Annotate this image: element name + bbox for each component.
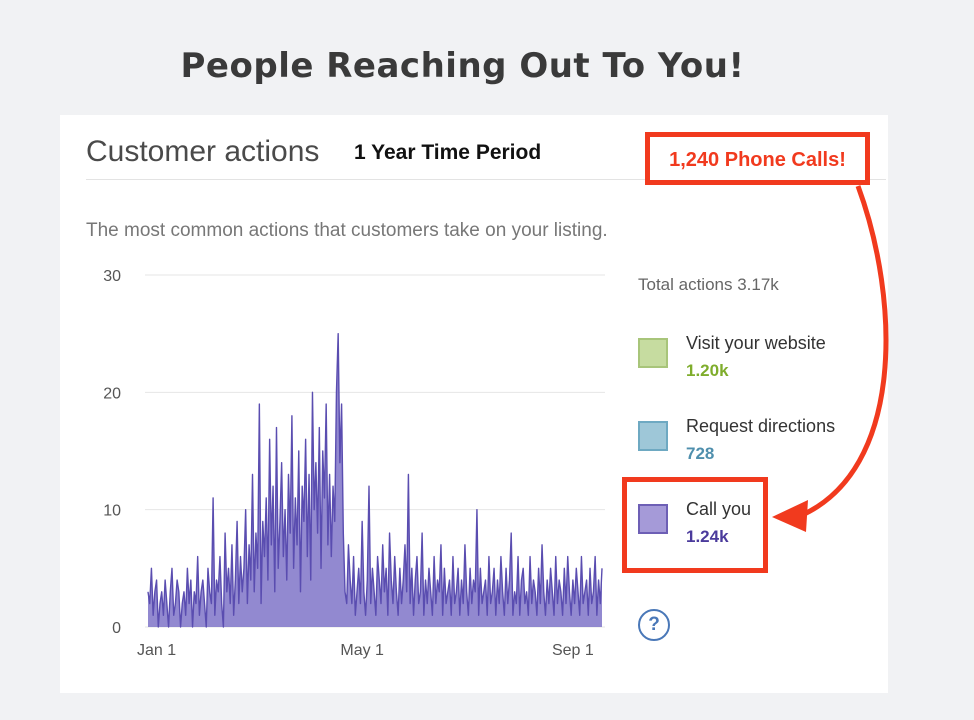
y-tick-label: 0 bbox=[112, 620, 121, 637]
x-tick-label: May 1 bbox=[340, 642, 384, 659]
legend-value: 1.20k bbox=[686, 361, 729, 380]
total-actions: Total actions 3.17k bbox=[638, 275, 779, 294]
callout-text: 1,240 Phone Calls! bbox=[669, 149, 846, 171]
question-icon[interactable]: ? bbox=[638, 609, 670, 641]
legend-value: 728 bbox=[686, 444, 715, 463]
time-period-label: 1 Year Time Period bbox=[354, 141, 542, 164]
series-line bbox=[147, 332, 603, 628]
phone-calls-callout: 1,240 Phone Calls! bbox=[645, 132, 870, 185]
card-subtitle: The most common actions that customers t… bbox=[86, 220, 608, 241]
header-divider bbox=[86, 179, 886, 180]
slide-title: People Reaching Out To You! bbox=[180, 46, 745, 86]
y-tick-label: 10 bbox=[103, 503, 121, 520]
legend-swatch-calls bbox=[638, 504, 668, 534]
y-tick-label: 20 bbox=[103, 385, 121, 402]
legend-swatch-directions bbox=[638, 421, 668, 451]
legend-label: Call you bbox=[686, 499, 752, 519]
x-tick-label: Sep 1 bbox=[552, 642, 594, 659]
legend-label: Visit your website bbox=[686, 333, 826, 353]
card-heading: Customer actions bbox=[86, 135, 320, 168]
y-tick-label: 30 bbox=[103, 268, 121, 285]
customer-actions-chart: 0 10 20 30 Jan 1 May 1 Sep 1 bbox=[103, 268, 605, 659]
legend-swatch-website bbox=[638, 338, 668, 368]
legend-label: Request directions bbox=[686, 416, 836, 436]
x-tick-label: Jan 1 bbox=[137, 642, 176, 659]
customer-actions-card: Customer actions 1 Year Time Period The … bbox=[60, 115, 888, 693]
call-you-highlight-box bbox=[622, 477, 768, 573]
legend-value: 1.24k bbox=[686, 527, 729, 546]
